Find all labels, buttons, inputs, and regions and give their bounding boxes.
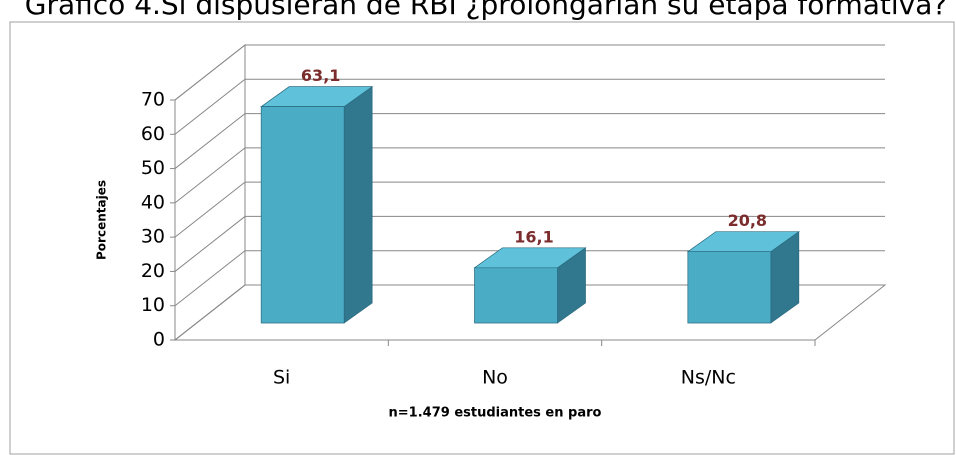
y-tick-label: 20	[141, 260, 165, 282]
y-tick-label: 50	[141, 157, 165, 179]
y-axis-title: Porcentajes	[95, 180, 109, 260]
value-label: 16,1	[514, 227, 553, 246]
grid-line	[174, 250, 885, 307]
grid-line	[174, 44, 885, 101]
y-tick-label: 10	[141, 294, 165, 316]
y-tick-label: 70	[141, 89, 165, 111]
value-label: 20,8	[728, 211, 767, 230]
x-axis-title: n=1.479 estudiantes en paro	[389, 406, 602, 421]
value-label: 63,1	[301, 66, 340, 85]
chart-title: Gráfico 4.Si dispusieran de RBI ¿prolong…	[25, 0, 947, 21]
y-tick-label: 60	[141, 123, 165, 145]
grid-line	[174, 215, 885, 272]
x-tick-label: Si	[273, 367, 290, 389]
y-tick-label: 40	[141, 191, 165, 213]
bar	[260, 85, 374, 324]
bar-side	[343, 85, 373, 324]
bar	[473, 247, 587, 324]
x-tick-label: Ns/Nc	[681, 367, 736, 389]
grid-line	[174, 181, 885, 238]
y-tick-label: 0	[153, 329, 165, 351]
grid-line	[174, 113, 885, 169]
bar-front	[474, 267, 558, 324]
grid-line	[174, 147, 885, 204]
x-tick-label: No	[482, 367, 508, 389]
bar-front	[260, 106, 345, 324]
bar-front	[687, 251, 772, 324]
y-tick-label: 30	[141, 226, 165, 248]
bar	[686, 231, 800, 324]
grid-line	[174, 284, 885, 341]
grid-line	[174, 78, 885, 135]
